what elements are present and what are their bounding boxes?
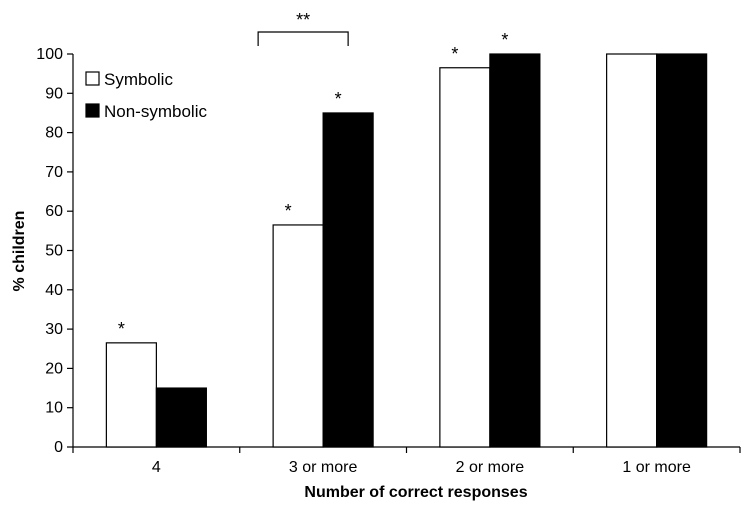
y-tick-label: 20 — [45, 360, 63, 377]
y-tick-label: 40 — [45, 282, 63, 299]
bracket-label: ** — [296, 10, 310, 30]
axes: 0 10 20 30 40 50 60 70 80 90 100 4 3 or more 2 or mor… — [36, 46, 741, 476]
y-tick-label: 50 — [45, 243, 63, 260]
y-tick-label: 80 — [45, 125, 63, 142]
x-tick-label: 1 or more — [622, 459, 691, 476]
legend-swatch — [85, 103, 100, 118]
significance-asterisk: * — [451, 44, 458, 64]
x-tick-label: 2 or more — [456, 459, 525, 476]
significance-bracket — [257, 31, 349, 46]
legend-label: Symbolic — [104, 70, 173, 89]
bar-non-symbolic — [155, 387, 207, 448]
bar-symbolic — [272, 224, 324, 448]
legend: Symbolic Non-symbolic — [85, 70, 207, 121]
y-tick-label: 70 — [45, 164, 63, 181]
bar-symbolic — [606, 53, 658, 448]
significance-marks: ******* — [118, 10, 509, 339]
y-tick-label: 0 — [54, 439, 63, 456]
significance-asterisk: * — [335, 89, 342, 109]
x-tick-label: 3 or more — [289, 459, 358, 476]
bars — [105, 53, 708, 448]
y-tick-label: 10 — [45, 400, 63, 417]
legend-swatch — [85, 71, 100, 86]
y-axis-title: % children — [11, 211, 28, 292]
y-tick-label: 60 — [45, 203, 63, 220]
legend-label: Non-symbolic — [104, 102, 207, 121]
y-tick-label: 30 — [45, 321, 63, 338]
bar-symbolic — [439, 67, 491, 448]
x-tick-label: 4 — [152, 459, 161, 476]
x-axis-title: Number of correct responses — [304, 484, 527, 501]
bar-non-symbolic — [322, 112, 374, 448]
significance-asterisk: * — [118, 319, 125, 339]
y-tick-label: 90 — [45, 85, 63, 102]
y-tick-label: 100 — [36, 46, 63, 63]
significance-asterisk: * — [501, 30, 508, 50]
bar-non-symbolic — [656, 53, 708, 448]
significance-asterisk: * — [285, 201, 292, 221]
bar-non-symbolic — [489, 53, 541, 448]
bar-symbolic — [105, 342, 157, 448]
